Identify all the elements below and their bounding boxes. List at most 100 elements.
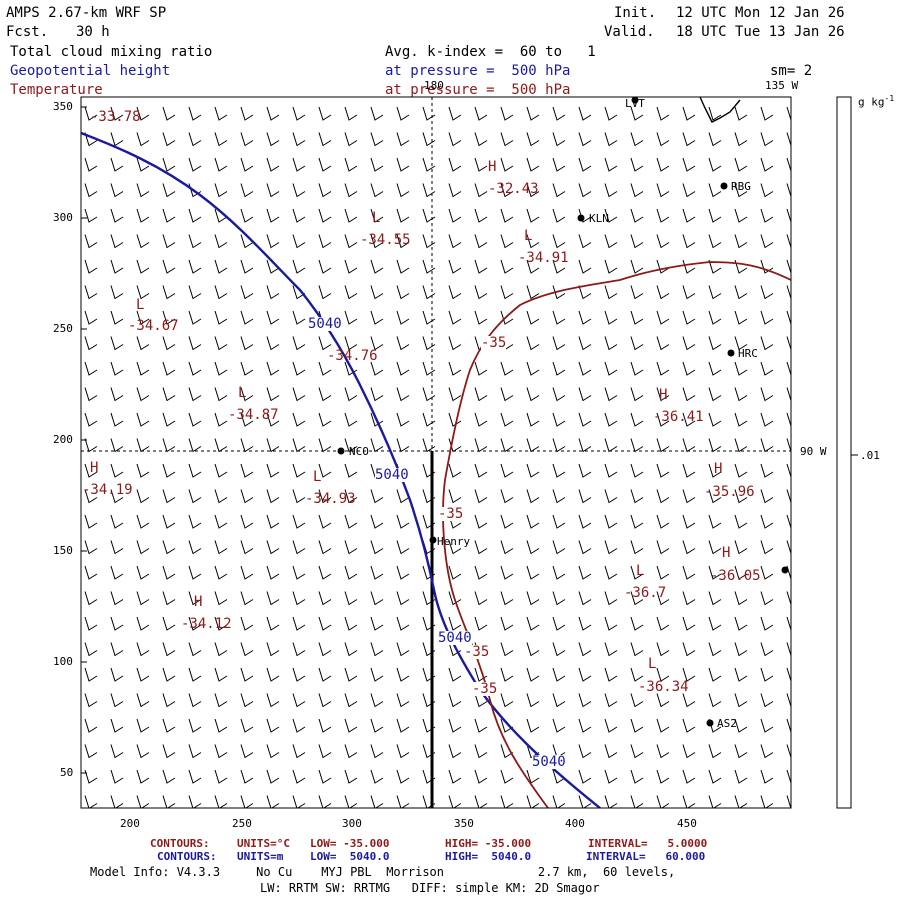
x-tick-label: 300 xyxy=(342,817,362,830)
forecast-hour: 30 h xyxy=(76,24,110,40)
extremum-low-marker: L xyxy=(313,469,322,485)
station-dot-hrc xyxy=(727,349,735,357)
temp-contour-label: -35 xyxy=(438,506,464,522)
extremum-value: -34.12 xyxy=(181,616,232,632)
y-tick-label: 100 xyxy=(53,655,73,668)
x-tick-label: 350 xyxy=(454,817,474,830)
footer-interval-height: INTERVAL= 60.000 xyxy=(586,850,706,863)
extremum-value: -34.67 xyxy=(128,318,179,334)
station-label-nco: NCO xyxy=(349,445,369,458)
wind-barb-field xyxy=(81,97,791,808)
height-contour-label: 5040 xyxy=(532,754,566,770)
y-tick-label: 250 xyxy=(53,322,73,335)
x-tick-label: 450 xyxy=(677,817,697,830)
init-label: Init. xyxy=(614,5,657,21)
extremum-low-marker: L xyxy=(238,385,247,401)
station-dot-rbg xyxy=(720,182,728,190)
lon-label-90w: 90 W xyxy=(800,445,827,458)
colorbar-unit: g kg-1 xyxy=(858,94,895,109)
footer-contour-prefix-temp: CONTOURS: xyxy=(150,837,210,850)
temp-contour-label: -35 xyxy=(481,335,507,351)
pressure-level-temp: at pressure = 500 hPa xyxy=(385,82,571,98)
y-tick-label: 300 xyxy=(53,211,73,224)
footer-model-info: Model Info: V4.3.3 No Cu MYJ PBL Morriso… xyxy=(90,865,676,879)
footer-high-height: HIGH= 5040.0 xyxy=(445,850,532,863)
y-tick-label: 150 xyxy=(53,544,73,557)
extremum-high-marker: H xyxy=(659,387,668,403)
extremum-low-marker: L xyxy=(648,656,657,672)
station-dot-nco xyxy=(337,447,345,455)
station-dot-lvt xyxy=(631,96,639,104)
colorbar xyxy=(836,96,852,809)
footer-interval-temp: INTERVAL= 5.0000 xyxy=(588,837,708,850)
height-contour-label: 5040 xyxy=(438,630,472,646)
station-dot-henry xyxy=(429,536,437,544)
height-contour-label: 5040 xyxy=(308,316,342,332)
station-markers xyxy=(337,96,789,727)
footer-high-temp: HIGH= -35.000 xyxy=(445,837,532,850)
station-dot-east xyxy=(781,566,789,574)
footer-low-temp: LOW= -35.000 xyxy=(310,837,390,850)
extremum-high-marker: H xyxy=(90,460,99,476)
plot-frame xyxy=(80,96,792,809)
footer-model-info-physics: LW: RRTM SW: RRTMG DIFF: simple KM: 2D S… xyxy=(260,881,600,895)
extremum-value: -36.7 xyxy=(624,585,667,601)
init-time: 12 UTC Mon 12 Jan 26 xyxy=(676,5,845,21)
station-label-henry: Henry xyxy=(437,535,471,548)
temp-contour-label: -35 xyxy=(464,644,490,660)
extremum-value: -34.87 xyxy=(228,407,279,423)
extremum-value: -34.76 xyxy=(327,348,378,364)
y-axis-ticks xyxy=(81,106,87,774)
extremum-value: -34.55 xyxy=(360,232,411,248)
valid-label: Valid. xyxy=(604,24,655,40)
extremum-value: -36.41 xyxy=(653,409,704,425)
extremum-value: -32.43 xyxy=(488,181,539,197)
extremum-low-marker: L xyxy=(136,297,145,313)
footer-units-temp: UNITS=°C xyxy=(237,837,290,850)
extremum-low-marker: L xyxy=(636,563,645,579)
x-tick-label: 400 xyxy=(565,817,585,830)
footer-contour-prefix-height: CONTOURS: xyxy=(157,850,217,863)
pressure-level-height: at pressure = 500 hPa xyxy=(385,63,571,79)
station-label-kln: KLN xyxy=(589,212,609,225)
footer-low-height: LOW= 5040.0 xyxy=(310,850,390,863)
extremum-value: -36.05 xyxy=(710,568,761,584)
extremum-high-marker: H xyxy=(488,159,497,175)
y-tick-label: 50 xyxy=(60,766,74,779)
lon-label-180: 180 xyxy=(424,79,444,92)
x-tick-label: 250 xyxy=(232,817,252,830)
station-label-as2: AS2 xyxy=(717,717,737,730)
lon-label-135w: 135 W xyxy=(765,79,799,92)
station-dot-kln xyxy=(577,214,585,222)
avg-k-index: Avg. k-index = 60 to 1 xyxy=(385,44,596,60)
x-tick-label: 200 xyxy=(120,817,140,830)
y-tick-label: 350 xyxy=(53,100,73,113)
extremum-low-marker: L xyxy=(372,210,381,226)
field-temperature: Temperature xyxy=(10,82,103,98)
station-label-rbg: RBG xyxy=(731,180,751,193)
model-title: AMPS 2.67-km WRF SP xyxy=(6,5,167,21)
height-contour-label: 5040 xyxy=(375,467,409,483)
field-geopotential: Geopotential height xyxy=(10,63,171,79)
extremum-value: -34.91 xyxy=(518,250,569,266)
extremum-high-marker: H xyxy=(194,594,203,610)
field-cloud-mixing: Total cloud mixing ratio xyxy=(10,44,213,60)
temp-contour-minus35 xyxy=(442,261,791,808)
extremum-value: -34.93 xyxy=(305,491,356,507)
extremum-value: -34.19 xyxy=(82,482,133,498)
extremum-value: -33.78 xyxy=(90,109,141,125)
extremum-value: -36.34 xyxy=(638,679,689,695)
colorbar-tick: .01 xyxy=(860,449,880,462)
valid-time: 18 UTC Tue 13 Jan 26 xyxy=(676,24,845,40)
coastline xyxy=(699,97,741,123)
footer-units-height: UNITS=m xyxy=(237,850,284,863)
station-label-hrc: HRC xyxy=(738,347,758,360)
extremum-high-marker: H xyxy=(714,461,723,477)
forecast-label: Fcst. xyxy=(6,24,49,40)
smoothing: sm= 2 xyxy=(770,63,813,79)
station-dot-as2 xyxy=(706,719,714,727)
y-tick-label: 200 xyxy=(53,433,73,446)
extremum-high-marker: H xyxy=(722,545,731,561)
extremum-value: -35.96 xyxy=(704,484,755,500)
